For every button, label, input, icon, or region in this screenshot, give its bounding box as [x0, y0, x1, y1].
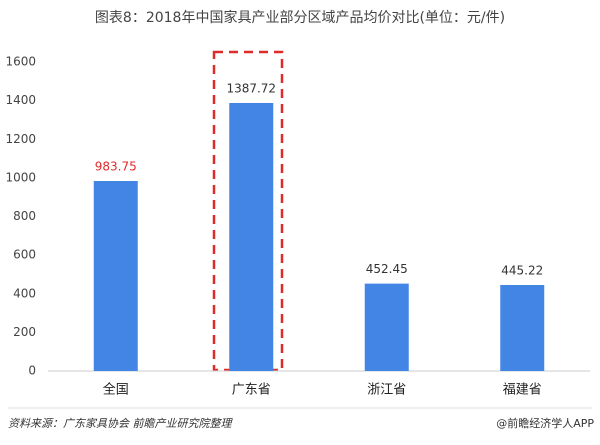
bar — [229, 102, 274, 371]
x-tick-label: 福建省 — [503, 383, 542, 398]
x-tick-label: 浙江省 — [367, 383, 406, 398]
chart-title: 图表8：2018年中国家具产业部分区域产品均价对比(单位：元/件) — [95, 9, 505, 26]
watermark: @前瞻经济学人APP — [496, 416, 594, 430]
value-label: 452.45 — [366, 262, 408, 276]
y-tick-label: 200 — [13, 325, 36, 339]
y-tick-label: 600 — [13, 248, 36, 262]
source: 资料来源：广东家具协会 前瞻产业研究院整理 — [8, 417, 233, 430]
bar — [364, 283, 409, 371]
bar — [500, 285, 545, 371]
value-label: 445.22 — [501, 264, 543, 278]
y-tick-label: 800 — [13, 209, 36, 223]
y-tick-label: 1000 — [5, 170, 36, 184]
y-tick-label: 1200 — [5, 132, 36, 146]
x-tick-label: 广东省 — [232, 383, 271, 398]
y-tick-label: 1400 — [5, 93, 36, 107]
x-tick-label: 全国 — [103, 382, 129, 398]
y-tick-label: 0 — [28, 364, 36, 378]
value-label: 983.75 — [95, 160, 137, 174]
value-label: 1387.72 — [226, 81, 276, 95]
bar — [93, 181, 138, 371]
y-tick-label: 1600 — [5, 55, 36, 69]
y-tick-label: 400 — [13, 286, 36, 300]
